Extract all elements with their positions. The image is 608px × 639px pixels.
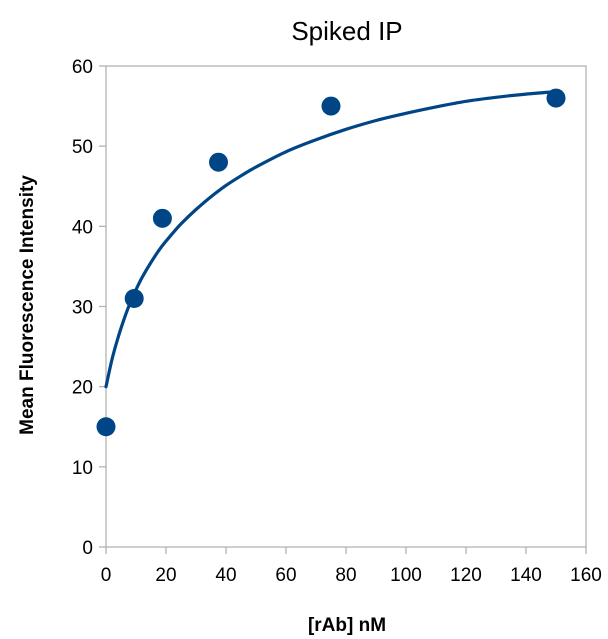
data-point [152,208,172,228]
x-tick-label: 20 [155,565,176,586]
x-tick-labels: 0 20 40 60 80 100 120 140 160 [101,565,602,586]
x-tick-label: 0 [101,565,112,586]
data-point [124,288,144,308]
y-tick-label: 60 [72,57,93,78]
fit-curve-line [104,90,558,389]
data-point [209,152,228,172]
y-tick-label: 10 [72,458,93,479]
data-points [96,88,566,437]
x-tick-label: 40 [215,565,236,586]
y-axis-title: Mean Fluorescence Intensity [17,175,38,435]
x-tick-label: 80 [335,565,356,586]
data-point [96,417,116,437]
y-tick-label: 50 [72,137,93,158]
x-axis-title: [rAb] nM [308,615,386,636]
y-tick-labels: 0 10 20 30 40 50 60 [72,57,93,559]
plot-frame [105,65,587,548]
x-tick-label: 100 [390,565,422,586]
x-tick-label: 140 [510,565,542,586]
x-tick-label: 120 [450,565,482,586]
y-tick-label: 20 [72,378,93,399]
data-point [546,88,566,108]
x-tick-label: 160 [570,565,602,586]
fit-curve [104,90,558,389]
y-tick-label: 0 [82,538,93,559]
data-point [321,96,341,116]
y-tick-label: 40 [72,217,93,238]
y-tick-label: 30 [72,298,93,319]
axes [99,65,587,554]
x-tick-label: 60 [275,565,296,586]
chart-title: Spiked IP [291,16,402,46]
